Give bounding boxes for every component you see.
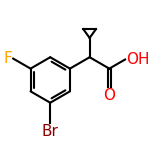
Text: Br: Br bbox=[42, 124, 59, 139]
Text: O: O bbox=[103, 88, 115, 103]
Text: OH: OH bbox=[126, 52, 150, 67]
Text: F: F bbox=[3, 51, 12, 66]
